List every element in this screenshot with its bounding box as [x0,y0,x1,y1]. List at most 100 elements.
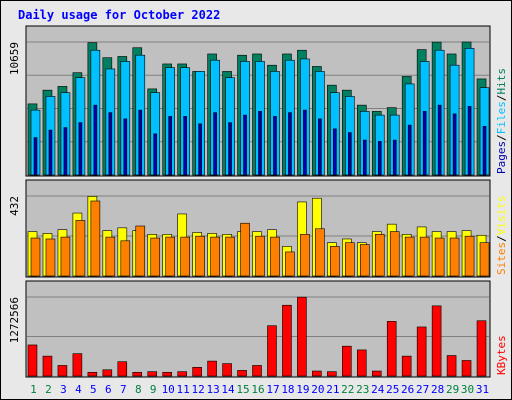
bar-sites-day-27 [419,236,430,277]
bar-sites-day-5 [90,200,101,277]
bar-kbytes-day-5 [87,371,98,377]
legend-entry: KBytes [495,335,508,375]
bar-sites-day-16 [255,235,265,277]
x-tick-label-26: 26 [401,383,414,396]
bar-kbytes-day-26 [401,355,412,377]
x-tick-label-1: 1 [30,383,37,396]
bar-pages-day-4 [78,122,83,176]
bar-sites-day-25 [389,231,400,277]
bar-sites-day-7 [120,240,131,277]
panel-visits-sites: 432 Sites/Visits [8,179,508,278]
bar-sites-day-13 [210,236,220,277]
bar-pages-day-15 [243,114,247,176]
bar-kbytes-day-31 [476,320,487,377]
panels-layer: 10659 Pages/Files/Hits 432Sites/Visits1272… [8,25,508,378]
bar-pages-day-14 [228,122,232,176]
panel-kbytes: 1272566 KBytes [8,280,508,378]
legend-entry: / [495,134,508,141]
x-tick-label-29: 29 [446,383,459,396]
bar-kbytes-day-9 [147,371,158,377]
bar-pages-day-10 [168,116,173,176]
bar-sites-day-24 [374,234,385,277]
x-tick-label-19: 19 [296,383,309,396]
bar-sites-day-8 [135,225,146,277]
bar-sites-day-1 [30,237,41,277]
x-tick-label-8: 8 [135,383,142,396]
legend-entry: Visits [495,196,508,236]
bar-kbytes-day-20 [312,370,322,377]
bar-pages-day-31 [482,126,487,176]
bar-kbytes-day-16 [252,365,262,377]
x-tick-label-17: 17 [266,383,279,396]
legend-entry: Pages [495,141,508,174]
bar-kbytes-day-22 [342,345,352,377]
bar-pages-day-1 [33,137,38,176]
bar-pages-day-19 [303,109,307,176]
x-tick-label-4: 4 [75,383,82,396]
bar-kbytes-day-11 [177,371,187,377]
bar-kbytes-day-7 [117,361,128,377]
bar-sites-day-4 [75,220,86,277]
bar-pages-day-11 [183,116,187,176]
x-tick-label-22: 22 [341,383,354,396]
chart-title: Daily usage for October 2022 [18,8,220,22]
bar-kbytes-day-30 [461,360,472,377]
bar-pages-day-27 [422,111,427,176]
bar-sites-day-21 [330,246,340,277]
bar-kbytes-day-18 [282,304,292,377]
bar-kbytes-day-29 [446,355,457,377]
x-tick-label-16: 16 [251,383,264,396]
bar-sites-day-20 [315,228,325,277]
bar-pages-day-12 [198,123,202,176]
bar-sites-day-26 [404,236,415,277]
bar-kbytes-day-3 [57,365,68,377]
legend-kbytes: KBytes [495,335,508,375]
bar-kbytes-day-13 [207,360,217,377]
bar-pages-day-7 [123,118,128,176]
y-max-label: 10659 [8,42,21,75]
bar-pages-day-16 [258,111,262,176]
bar-pages-day-2 [48,129,53,176]
bar-kbytes-day-27 [416,326,427,377]
bar-kbytes-day-1 [27,344,38,377]
bar-sites-day-12 [195,235,205,277]
x-tick-label-3: 3 [60,383,67,396]
bar-sites-day-28 [434,237,445,277]
x-tick-label-9: 9 [150,383,157,396]
x-tick-label-30: 30 [461,383,474,396]
bar-pages-day-29 [452,113,457,176]
bar-sites-day-29 [449,237,460,277]
bar-kbytes-day-8 [132,371,143,377]
bar-sites-day-31 [479,242,490,277]
x-tick-label-23: 23 [356,383,369,396]
x-tick-label-10: 10 [162,383,175,396]
x-tick-label-7: 7 [120,383,127,396]
bar-pages-day-18 [288,112,292,176]
bar-pages-day-23 [362,139,367,176]
bar-pages-day-8 [138,109,143,176]
bar-kbytes-day-12 [192,367,202,377]
bar-sites-day-23 [359,244,370,277]
legend-visits-sites: Sites/Visits [495,196,508,276]
bar-pages-day-6 [108,112,113,176]
bar-sites-day-15 [240,222,250,277]
x-tick-label-11: 11 [177,383,190,396]
bar-pages-day-3 [63,127,68,176]
x-tick-label-18: 18 [281,383,294,396]
bar-kbytes-day-2 [42,355,53,377]
x-tick-label-6: 6 [105,383,112,396]
x-tick-label-15: 15 [236,383,249,396]
legend-hits-files-pages: Pages/Files/Hits [495,68,508,174]
bar-pages-day-25 [392,139,397,176]
x-tick-label-25: 25 [386,383,399,396]
x-tick-label-28: 28 [431,383,444,396]
bar-kbytes-day-19 [297,296,307,377]
bar-sites-day-17 [270,236,280,277]
x-tick-label-21: 21 [326,383,339,396]
bar-kbytes-day-4 [72,353,83,377]
bar-sites-day-6 [105,236,116,277]
bar-pages-day-22 [348,132,352,176]
bar-pages-day-17 [273,116,277,176]
bar-kbytes-day-28 [431,305,442,377]
